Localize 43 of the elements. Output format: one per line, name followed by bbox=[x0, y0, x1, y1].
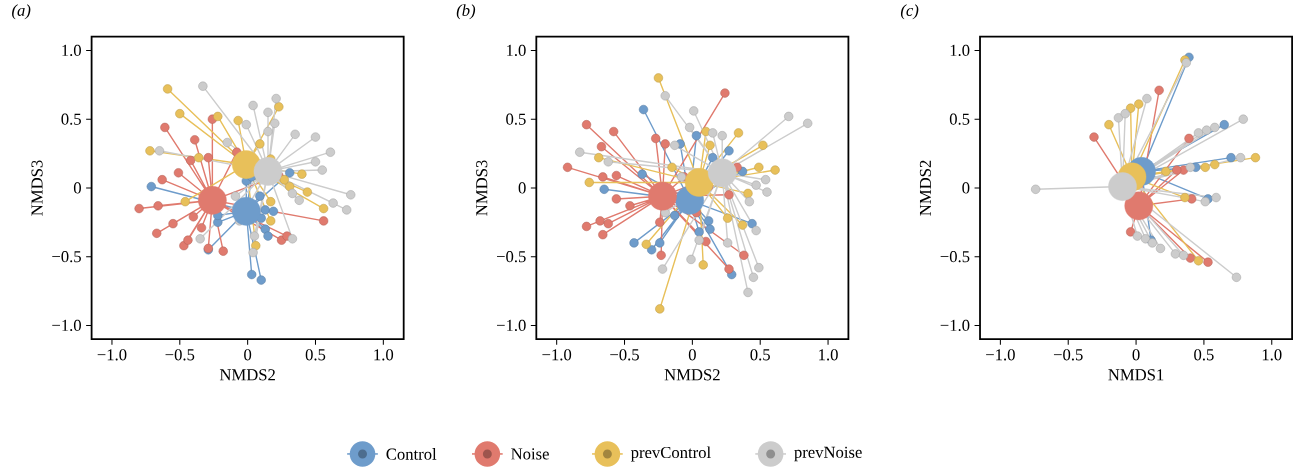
y-tick-label: 0 bbox=[518, 182, 526, 194]
y-tick-label: −0.5 bbox=[52, 250, 81, 263]
x-tick-label: 0.5 bbox=[1194, 349, 1214, 361]
y-tick-label: 0 bbox=[962, 182, 970, 194]
y-axis-title: NMDS2 bbox=[919, 160, 932, 216]
x-tick-label: 0.5 bbox=[305, 349, 326, 361]
x-tick-label: −0.5 bbox=[165, 349, 195, 361]
y-tick-label: −1.0 bbox=[52, 319, 81, 331]
x-axis-title: NMDS2 bbox=[664, 369, 720, 381]
y-tick-label: 1.0 bbox=[950, 44, 970, 56]
legend-label: Control bbox=[386, 448, 437, 460]
x-axis-title: NMDS1 bbox=[1108, 369, 1164, 381]
x-tick-label: 0.5 bbox=[750, 349, 770, 361]
y-tick-label: 0 bbox=[73, 182, 81, 194]
x-tick-label: 1.0 bbox=[819, 349, 838, 361]
y-tick-label: 0.5 bbox=[949, 113, 970, 125]
y-tick-label: −0.5 bbox=[940, 250, 970, 263]
legend-label: Noise bbox=[511, 448, 549, 460]
x-tick-label: −1.0 bbox=[97, 349, 127, 361]
y-tick-label: 0.5 bbox=[506, 113, 526, 125]
y-axis-title: NMDS3 bbox=[476, 160, 488, 216]
x-tick-label: −1.0 bbox=[542, 349, 572, 361]
x-axis-title: NMDS2 bbox=[219, 369, 275, 381]
x-tick-label: 1.0 bbox=[1262, 349, 1282, 361]
chart-title: (c) bbox=[900, 4, 919, 20]
y-tick-label: 0.5 bbox=[61, 113, 81, 125]
x-tick-label: −0.5 bbox=[1053, 349, 1083, 361]
chart-title: (b) bbox=[456, 4, 476, 20]
x-tick-label: 0 bbox=[688, 349, 696, 361]
y-tick-label: −1.0 bbox=[940, 319, 970, 331]
y-axis-title: NMDS3 bbox=[31, 160, 43, 216]
y-tick-label: 1.0 bbox=[506, 44, 526, 56]
legend-label: prevNoise bbox=[794, 446, 862, 462]
y-tick-label: −0.5 bbox=[496, 250, 526, 263]
x-tick-label: 0 bbox=[1132, 349, 1140, 361]
x-tick-label: −0.5 bbox=[610, 349, 639, 361]
y-tick-label: −1.0 bbox=[496, 319, 526, 331]
legend-label: prevControl bbox=[630, 446, 711, 462]
x-tick-label: 0 bbox=[244, 349, 252, 361]
y-tick-label: 1.0 bbox=[62, 44, 81, 56]
x-tick-label: −1.0 bbox=[986, 349, 1015, 361]
x-tick-label: 1.0 bbox=[374, 349, 394, 361]
chart-title: (a) bbox=[12, 4, 31, 20]
